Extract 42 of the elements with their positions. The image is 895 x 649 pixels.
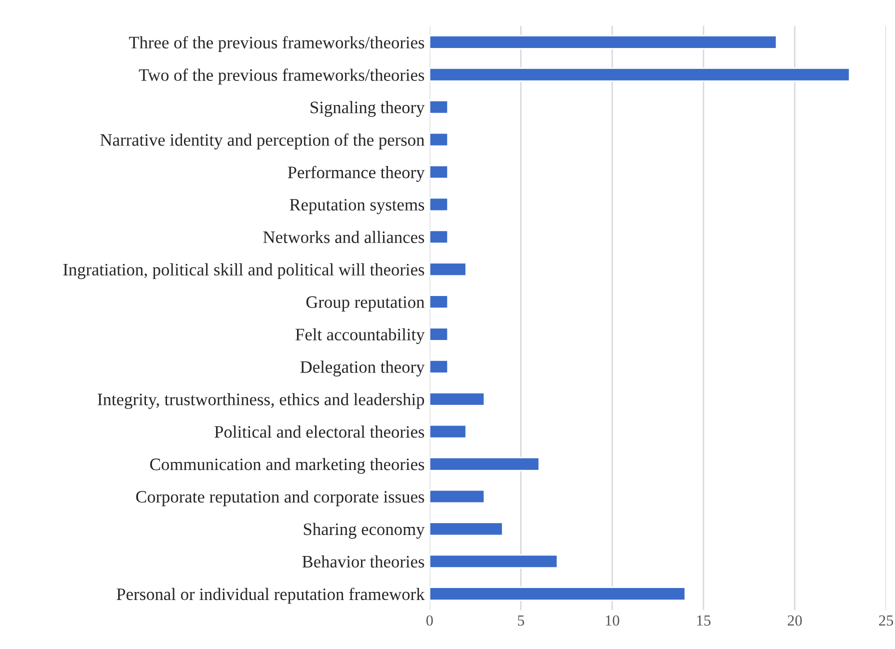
bar: [430, 262, 467, 277]
bar: [430, 586, 686, 602]
bar: [430, 164, 449, 180]
bar: [430, 327, 449, 342]
bar: [430, 230, 449, 244]
y-tick-label: Signaling theory: [310, 101, 425, 117]
y-tick-label: Group reputation: [306, 296, 424, 312]
y-tick-label: Three of the previous frameworks/theories: [129, 36, 424, 52]
bar: [430, 424, 467, 439]
y-tick-label: Communication and marketing theories: [150, 458, 424, 474]
bar: [430, 554, 558, 569]
bar: [430, 360, 449, 374]
y-tick-label: Integrity, trustworthiness, ethics and leadership: [98, 393, 424, 409]
y-tick-label: Delegation theory: [300, 360, 425, 376]
y-tick-label: Ingratiation, political skill and political will theories: [63, 263, 424, 280]
y-tick-label: Political and electoral theories: [214, 426, 424, 438]
y-tick-label: Narrative identity and perception of the person: [100, 133, 424, 150]
x-tick-label: 25: [879, 615, 894, 626]
bar: [430, 489, 486, 504]
bar: [430, 392, 486, 406]
y-tick-label: Sharing economy: [304, 522, 425, 539]
bar: [430, 100, 449, 114]
y-tick-label: Personal or individual reputation framework: [116, 588, 425, 604]
bar: [430, 456, 540, 472]
x-tick-label: 10: [606, 615, 620, 626]
x-tick-label: 15: [697, 615, 711, 626]
bar: [430, 294, 449, 309]
bar: [430, 132, 449, 147]
y-tick-label: Performance theory: [288, 166, 425, 182]
bar: [430, 197, 449, 212]
bar: [430, 522, 504, 536]
x-tick-label: 20: [788, 615, 802, 626]
x-tick-label: 0: [426, 615, 433, 626]
y-tick-label: Reputation systems: [290, 198, 424, 214]
y-tick-label: Networks and alliances: [263, 230, 424, 244]
bar: [430, 67, 850, 82]
x-tick-label: 5: [518, 616, 524, 626]
bar: [430, 35, 778, 50]
y-tick-label: Corporate reputation and corporate issues: [136, 490, 424, 506]
y-tick-label: Felt accountability: [296, 328, 425, 344]
y-tick-label: Behavior theories: [302, 555, 424, 568]
y-tick-label: Two of the previous frameworks/theories: [138, 68, 424, 84]
